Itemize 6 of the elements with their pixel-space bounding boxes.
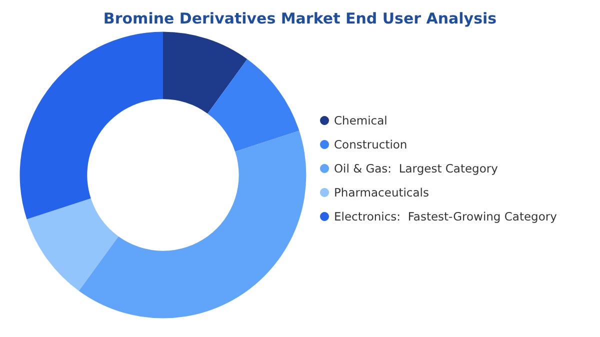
legend-label: Oil & Gas: Largest Category	[334, 162, 498, 176]
legend-label: Pharmaceuticals	[334, 186, 429, 200]
legend-label: Chemical	[334, 114, 388, 128]
legend-label: Electronics: Fastest-Growing Category	[334, 210, 558, 224]
chart-title: Bromine Derivatives Market End User Analysis	[103, 10, 497, 28]
legend-label: Construction	[334, 138, 408, 152]
